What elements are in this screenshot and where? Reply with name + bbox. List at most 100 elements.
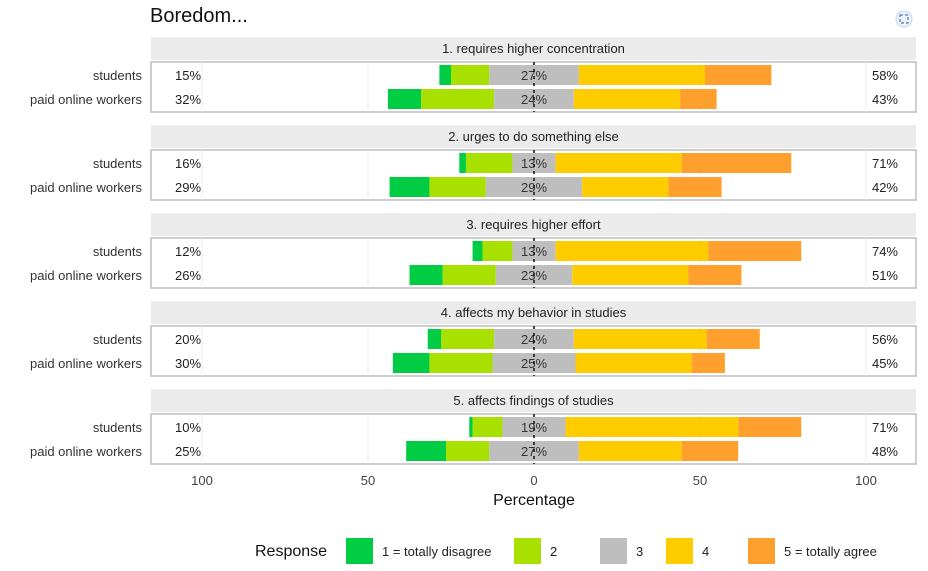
bar-segment-4 <box>578 441 682 461</box>
bar-segment-2 <box>451 65 490 85</box>
group-label: students <box>93 244 143 259</box>
bar-segment-5 <box>738 417 802 437</box>
right-percent-label: 48% <box>872 444 898 459</box>
bar-segment-3 <box>512 241 556 261</box>
legend-label-5: 5 = totally agree <box>784 544 877 559</box>
bar-segment-3 <box>512 153 556 173</box>
x-tick-label: 100 <box>191 473 213 488</box>
bar-segment-4 <box>565 417 739 437</box>
bar-segment-1 <box>427 329 442 349</box>
bar-segment-2 <box>429 177 486 197</box>
bar-segment-2 <box>472 417 503 437</box>
x-tick-label: 50 <box>361 473 375 488</box>
facet-title: 5. affects findings of studies <box>453 393 614 408</box>
bar-segment-5 <box>688 265 742 285</box>
legend-swatch-5 <box>748 538 775 564</box>
bar-segment-2 <box>465 153 513 173</box>
bar-segment-5 <box>681 441 739 461</box>
x-tick-label: 100 <box>855 473 877 488</box>
legend-label-2: 2 <box>550 544 557 559</box>
bar-segment-4 <box>575 353 692 373</box>
bar-segment-5 <box>691 353 725 373</box>
right-percent-label: 51% <box>872 268 898 283</box>
group-label: paid online workers <box>30 180 143 195</box>
right-percent-label: 43% <box>872 92 898 107</box>
legend-swatch-1 <box>346 538 373 564</box>
left-percent-label: 26% <box>175 268 201 283</box>
bar-segment-1 <box>472 241 483 261</box>
bar-segment-3 <box>494 329 574 349</box>
bar-segment-1 <box>439 65 451 85</box>
facet-panel: 1. requires higher concentration students… <box>30 37 917 113</box>
bar-segment-2 <box>421 89 495 109</box>
left-percent-label: 16% <box>175 156 201 171</box>
left-percent-label: 20% <box>175 332 201 347</box>
bar-segment-2 <box>446 441 490 461</box>
right-percent-label: 58% <box>872 68 898 83</box>
bar-segment-1 <box>409 265 443 285</box>
neutral-percent-label: 13% <box>521 156 547 171</box>
left-percent-label: 15% <box>175 68 201 83</box>
facet-title: 1. requires higher concentration <box>442 41 625 56</box>
right-percent-label: 71% <box>872 420 898 435</box>
x-tick-label: 0 <box>530 473 537 488</box>
bar-segment-5 <box>704 65 772 85</box>
bar-segment-5 <box>680 89 717 109</box>
bar-segment-4 <box>582 177 669 197</box>
bar-segment-4 <box>555 153 682 173</box>
bar-segment-4 <box>555 241 709 261</box>
bar-segment-3 <box>489 65 579 85</box>
facet-panel: 4. affects my behavior in studies student… <box>30 301 917 377</box>
facet-panel: 3. requires higher effort students 12% 13% 7… <box>30 213 917 289</box>
bar-segment-4 <box>573 329 707 349</box>
legend-label-4: 4 <box>702 544 709 559</box>
legend-swatch-3 <box>600 538 627 564</box>
left-percent-label: 10% <box>175 420 201 435</box>
group-label: paid online workers <box>30 268 143 283</box>
bar-segment-1 <box>387 89 422 109</box>
group-label: paid online workers <box>30 92 143 107</box>
right-percent-label: 74% <box>872 244 898 259</box>
bar-segment-1 <box>459 153 466 173</box>
legend-label-3: 3 <box>636 544 643 559</box>
group-label: students <box>93 156 143 171</box>
facet-title: 3. requires higher effort <box>466 217 601 232</box>
expand-icon[interactable] <box>895 10 913 28</box>
x-axis-label: Percentage <box>493 492 575 509</box>
left-percent-label: 30% <box>175 356 201 371</box>
group-label: students <box>93 420 143 435</box>
facet-strip <box>151 125 916 148</box>
bar-segment-2 <box>442 265 496 285</box>
bar-segment-2 <box>482 241 513 261</box>
right-percent-label: 42% <box>872 180 898 195</box>
bar-segment-4 <box>572 265 689 285</box>
right-percent-label: 56% <box>872 332 898 347</box>
facet-strip <box>151 37 916 60</box>
bar-segment-1 <box>389 177 430 197</box>
left-percent-label: 29% <box>175 180 201 195</box>
bar-segment-1 <box>406 441 447 461</box>
facet-strip <box>151 213 916 236</box>
right-percent-label: 71% <box>872 156 898 171</box>
facet-panel: 2. urges to do something else students 16%… <box>30 125 917 201</box>
x-tick-label: 50 <box>693 473 707 488</box>
neutral-percent-label: 19% <box>521 420 547 435</box>
bar-segment-5 <box>681 153 792 173</box>
left-percent-label: 25% <box>175 444 201 459</box>
facet-title: 4. affects my behavior in studies <box>441 305 627 320</box>
bar-segment-5 <box>706 329 760 349</box>
group-label: students <box>93 332 143 347</box>
left-percent-label: 32% <box>175 92 201 107</box>
chart-title: Boredom... <box>150 5 248 27</box>
bar-segment-2 <box>441 329 495 349</box>
bar-segment-1 <box>469 417 473 437</box>
bar-segment-5 <box>708 241 802 261</box>
bar-segment-3 <box>502 417 566 437</box>
neutral-percent-label: 24% <box>521 332 547 347</box>
right-percent-label: 45% <box>872 356 898 371</box>
bar-segment-2 <box>429 353 493 373</box>
legend-swatch-4 <box>666 538 693 564</box>
legend-swatch-2 <box>514 538 541 564</box>
facet-strip <box>151 389 916 412</box>
